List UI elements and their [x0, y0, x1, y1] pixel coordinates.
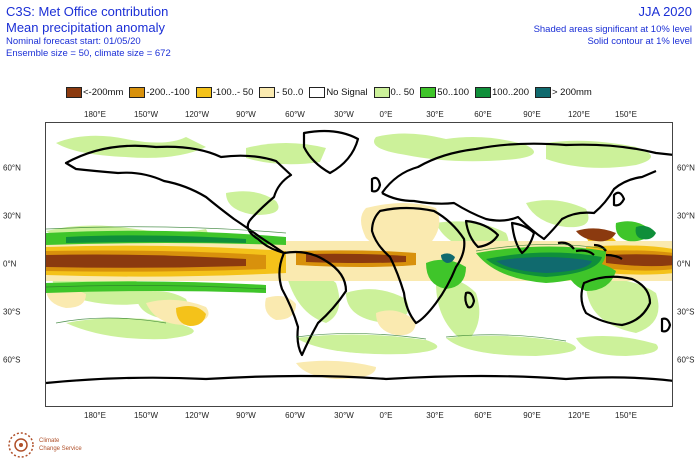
lat-label: 30°N	[677, 211, 695, 221]
legend-item: No Signal	[309, 86, 368, 98]
legend-label: > 200mm	[551, 86, 592, 98]
lon-label: 90°W	[236, 110, 256, 119]
lon-label: 150°E	[615, 411, 637, 420]
legend-label: -200..-100	[146, 86, 190, 98]
lon-label: 60°W	[285, 110, 305, 119]
lon-label: 60°W	[285, 411, 305, 420]
legend-item: - 50..0	[259, 86, 304, 98]
lat-label: 60°S	[3, 355, 21, 365]
lon-label: 90°E	[523, 411, 541, 420]
lon-label: 120°W	[184, 110, 210, 119]
map-title: C3S: Met Office contribution	[6, 4, 169, 19]
lat-label: 0°N	[3, 259, 17, 269]
legend-label: - 50..0	[276, 86, 304, 98]
precipitation-map	[45, 122, 673, 407]
ensemble-size: Ensemble size = 50, climate size = 672	[6, 48, 171, 59]
logo-line2: Change Service	[39, 446, 82, 452]
lon-labels-top: 180°E 150°W 120°W 90°W 60°W 30°W 0°E 30°E 60°E 90…	[45, 110, 673, 120]
lon-label: 30°E	[426, 110, 444, 119]
lon-label: 60°E	[474, 411, 492, 420]
legend-label: 50..100	[437, 86, 469, 98]
lat-label: 60°N	[677, 163, 695, 173]
lat-label: 30°S	[3, 307, 21, 317]
legend-item: 100..200	[475, 86, 529, 98]
lon-label: 180°E	[84, 411, 106, 420]
header-right: JJA 2020 Shaded areas significant at 10%…	[534, 4, 692, 48]
legend-label: 0.. 50	[390, 86, 415, 98]
legend-swatch	[420, 86, 437, 98]
season-label: JJA 2020	[638, 4, 693, 19]
legend-swatch	[195, 86, 212, 98]
logo-line1: Climate	[39, 438, 60, 444]
legend-item: <-200mm	[66, 86, 124, 98]
legend-item: -200..-100	[129, 86, 190, 98]
lon-label: 30°E	[426, 411, 444, 420]
legend-item: 50..100	[420, 86, 469, 98]
logo-text: Climate Change Service	[39, 437, 82, 453]
lon-label: 150°E	[615, 110, 637, 119]
legend-swatch	[66, 86, 82, 98]
significance-contours	[46, 226, 607, 342]
lat-labels-right: 60°N 30°N 0°N 30°S 60°S	[677, 122, 700, 407]
lon-label: 30°W	[334, 110, 354, 119]
lat-label: 60°N	[3, 163, 21, 173]
shaded-note: Shaded areas significant at 10% level	[533, 24, 692, 35]
lon-labels-bottom: 180°E 150°W 120°W 90°W 60°W 30°W 0°E 30°E 60°E 90…	[45, 411, 673, 421]
lon-label: 150°W	[133, 110, 159, 119]
legend-swatch	[534, 86, 551, 98]
lat-label: 30°N	[3, 211, 21, 221]
lon-label: 90°E	[523, 110, 541, 119]
lon-label: 0°E	[379, 110, 393, 119]
anomaly-teal	[441, 253, 592, 273]
lon-label: 0°E	[379, 411, 393, 420]
lat-labels-left: 60°N 30°N 0°N 30°S 60°S	[3, 122, 43, 407]
legend-label: No Signal	[326, 86, 368, 98]
lat-label: 30°S	[677, 307, 695, 317]
legend: <-200mm -200..-100 -100..- 50 - 50..0 No Sig…	[66, 85, 598, 99]
coastlines	[46, 129, 672, 385]
legend-swatch	[309, 86, 326, 98]
header-left: C3S: Met Office contribution Mean precip…	[6, 4, 171, 60]
lon-label: 120°E	[568, 411, 590, 420]
legend-label: -100..- 50	[212, 86, 254, 98]
lon-label: 60°E	[474, 110, 492, 119]
lat-label: 60°S	[677, 355, 695, 365]
legend-item: -100..- 50	[195, 86, 254, 98]
legend-item: 0.. 50	[373, 86, 415, 98]
legend-swatch	[259, 86, 276, 98]
legend-label: 100..200	[492, 86, 529, 98]
legend-label: <-200mm	[83, 86, 124, 98]
forecast-start: Nominal forecast start: 01/05/20	[6, 36, 141, 47]
map-canvas	[46, 123, 672, 406]
lon-label: 90°W	[236, 411, 256, 420]
map-subtitle: Mean precipitation anomaly	[6, 20, 165, 35]
legend-swatch	[373, 86, 390, 98]
logo: Climate Change Service	[6, 430, 82, 460]
lon-label: 30°W	[334, 411, 354, 420]
legend-swatch	[475, 86, 491, 98]
lon-label: 120°E	[568, 110, 590, 119]
lon-label: 150°W	[133, 411, 159, 420]
contour-note: Solid contour at 1% level	[587, 36, 692, 47]
lon-label: 120°W	[184, 411, 210, 420]
legend-swatch	[129, 86, 146, 98]
lon-label: 180°E	[84, 110, 106, 119]
legend-item: > 200mm	[534, 86, 592, 98]
lat-label: 0°N	[677, 259, 691, 269]
climate-logo-icon	[8, 432, 34, 458]
